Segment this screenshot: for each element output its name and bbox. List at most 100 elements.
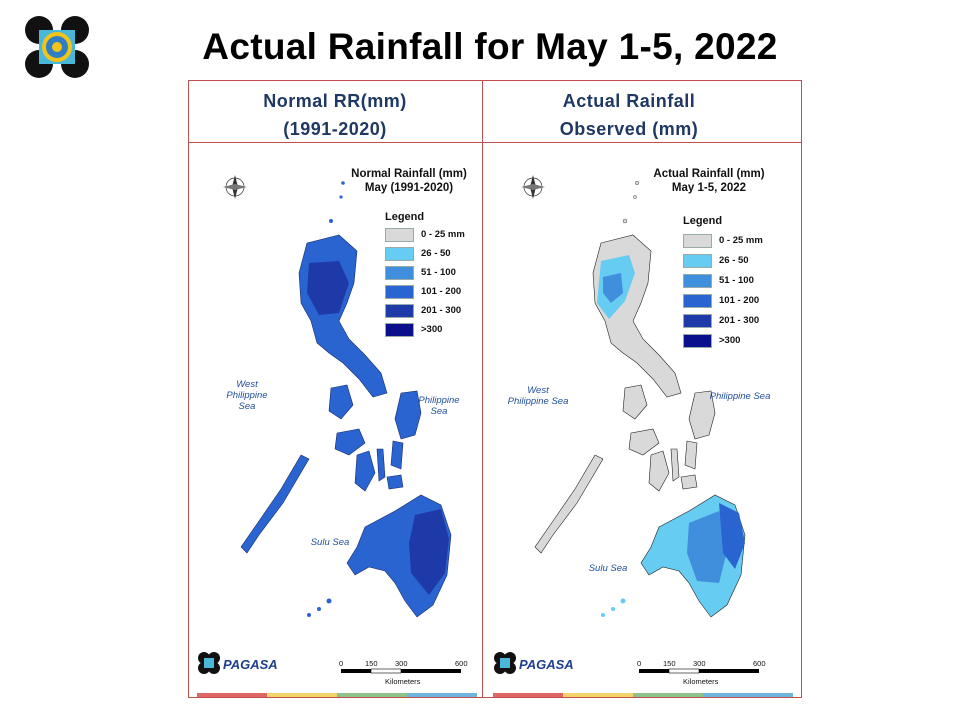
footer-color-strip xyxy=(633,693,703,697)
map-title: Actual Rainfall (mm) May 1-5, 2022 xyxy=(649,167,769,195)
legend-item: 201 - 300 xyxy=(683,313,759,328)
panay-island xyxy=(334,428,366,456)
samar-island xyxy=(688,390,716,440)
scale-tick-0: 0 xyxy=(637,659,642,668)
batanes-islet xyxy=(339,195,343,199)
scale-tick-600: 600 xyxy=(455,659,468,668)
legend-swatch xyxy=(385,303,414,318)
legend-swatch xyxy=(385,227,414,242)
legend-label: 0 - 25 mm xyxy=(421,229,465,240)
samar-island xyxy=(394,390,422,440)
legend-item: 101 - 200 xyxy=(683,293,759,308)
sulu-island xyxy=(611,607,615,611)
cebu-island xyxy=(670,448,680,482)
luzon-island xyxy=(298,234,388,398)
normal-rainfall-map-panel: Normal Rainfall (mm) May (1991-2020) Leg… xyxy=(189,143,481,697)
negros-island xyxy=(648,450,670,492)
legend-label: 101 - 200 xyxy=(421,286,462,297)
legend-swatch xyxy=(683,273,712,288)
header-line-2: Observed (mm) xyxy=(559,119,699,139)
header-line-2: (1991-2020) xyxy=(283,119,387,139)
central-mindanao-rain-zone xyxy=(687,511,729,583)
legend-swatch xyxy=(385,322,414,337)
babuyan-islet xyxy=(329,219,333,223)
west-philippine-sea-label: West Philippine Sea xyxy=(217,379,277,412)
scale-tick-600: 600 xyxy=(753,659,766,668)
legend-label: >300 xyxy=(719,335,741,346)
slide-title: Actual Rainfall for May 1-5, 2022 xyxy=(202,26,778,67)
sulu-island xyxy=(317,607,321,611)
legend-swatch xyxy=(385,265,414,280)
scale-tick-300: 300 xyxy=(395,659,408,668)
scale-tick-300: 300 xyxy=(693,659,706,668)
legend-item: 51 - 100 xyxy=(385,265,456,280)
legend-item: 0 - 25 mm xyxy=(683,233,763,248)
legend-item: 26 - 50 xyxy=(385,246,451,261)
legend-label: 201 - 300 xyxy=(421,305,462,316)
map-title-line-1: Actual Rainfall (mm) xyxy=(653,168,765,180)
legend-swatch xyxy=(385,284,414,299)
panay-island xyxy=(628,428,660,456)
sulu-island xyxy=(601,613,605,617)
map-title-line-1: Normal Rainfall (mm) xyxy=(351,168,467,180)
footer-color-strip xyxy=(337,693,407,697)
legend-label: 26 - 50 xyxy=(719,255,749,266)
batanes-islet xyxy=(634,181,639,186)
sea-label-line-2: Philippine Sea xyxy=(226,390,268,412)
pagasa-logo-text: PAGASA xyxy=(223,657,278,672)
legend-title: Legend xyxy=(385,211,425,223)
dost-agency-seal-logo xyxy=(22,14,92,80)
sulu-sea-label: Sulu Sea xyxy=(310,537,350,548)
header-line-1: Actual Rainfall xyxy=(562,91,696,111)
luzon-island xyxy=(592,234,682,398)
batanes-islet xyxy=(633,195,637,199)
sulu-sea-label: Sulu Sea xyxy=(588,563,628,574)
leyte-island xyxy=(390,440,404,470)
sea-label-line-1: West xyxy=(236,379,258,390)
footer-color-strip xyxy=(407,693,477,697)
sulu-island xyxy=(307,613,311,617)
scale-tick-150: 150 xyxy=(663,659,676,668)
batanes-islet xyxy=(341,181,345,185)
scale-tick-0: 0 xyxy=(339,659,344,668)
leyte-island xyxy=(684,440,698,470)
actual-rainfall-map-panel: Actual Rainfall (mm) May 1-5, 2022 Legen… xyxy=(483,143,775,697)
normal-rainfall-column-header: Normal RR(mm) (1991-2020) xyxy=(189,87,481,143)
west-philippine-sea-label: West Philippine Sea xyxy=(503,385,573,407)
legend-swatch xyxy=(683,293,712,308)
footer-color-strip xyxy=(267,693,337,697)
scale-tick-150: 150 xyxy=(365,659,378,668)
legend-label: 26 - 50 xyxy=(421,248,451,259)
legend-item: >300 xyxy=(385,322,442,337)
bohol-island xyxy=(386,474,404,490)
negros-island xyxy=(354,450,376,492)
sulu-island xyxy=(326,598,332,604)
legend-label: 101 - 200 xyxy=(719,295,760,306)
cordillera-rain-zone xyxy=(603,273,623,303)
eastern-mindanao-rain-zone xyxy=(719,503,745,569)
mindoro-island xyxy=(328,384,354,420)
normal-rainfall-map xyxy=(223,175,461,674)
palawan-island xyxy=(240,454,310,554)
map-title-line-2: May 1-5, 2022 xyxy=(671,182,747,194)
legend-swatch xyxy=(683,333,712,348)
footer-color-strip xyxy=(493,693,563,697)
legend-swatch xyxy=(385,246,414,261)
sea-label-line-1: West xyxy=(527,385,549,396)
eastern-mindanao-wet-zone xyxy=(409,509,449,595)
actual-rainfall-column-header: Actual Rainfall Observed (mm) xyxy=(483,87,775,143)
scale-bar xyxy=(341,668,461,674)
header-line-1: Normal RR(mm) xyxy=(263,91,407,111)
legend-swatch xyxy=(683,253,712,268)
sulu-island xyxy=(620,598,626,604)
scale-unit-label: Kilometers xyxy=(683,677,719,686)
legend-label: 201 - 300 xyxy=(719,315,760,326)
header-row-divider xyxy=(189,142,801,143)
scale-unit-label: Kilometers xyxy=(385,677,421,686)
compass-rose xyxy=(223,175,247,199)
legend-swatch xyxy=(683,313,712,328)
cordillera-region xyxy=(307,261,349,315)
legend-label: 51 - 100 xyxy=(719,275,754,286)
map-title: Normal Rainfall (mm) May (1991-2020) xyxy=(349,167,469,195)
legend-title: Legend xyxy=(683,215,723,227)
